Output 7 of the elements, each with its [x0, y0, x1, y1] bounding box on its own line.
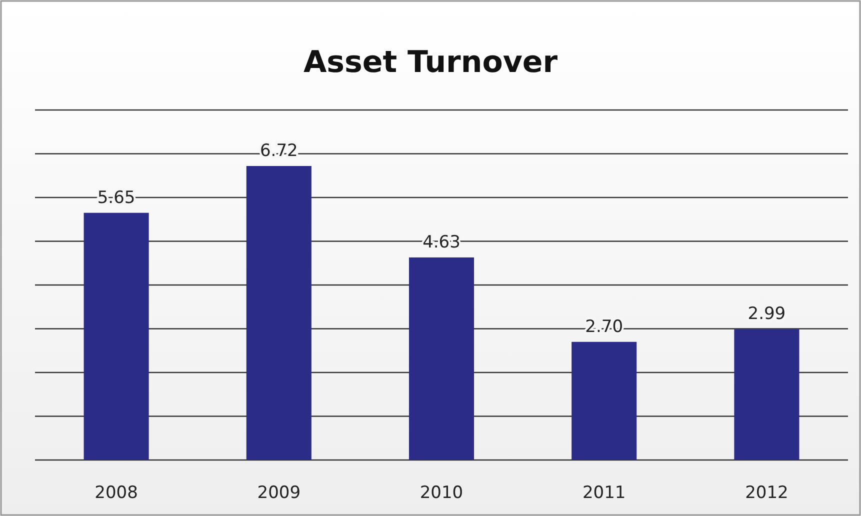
x-tick-label: 2011 — [582, 483, 626, 503]
chart-title: Asset Turnover — [303, 45, 558, 80]
data-label: 2.99 — [748, 304, 786, 324]
x-tick-label: 2010 — [420, 483, 464, 503]
x-tick-label: 2008 — [94, 483, 138, 503]
x-tick-label: 2012 — [745, 483, 788, 503]
x-tick-label: 2009 — [257, 483, 301, 503]
